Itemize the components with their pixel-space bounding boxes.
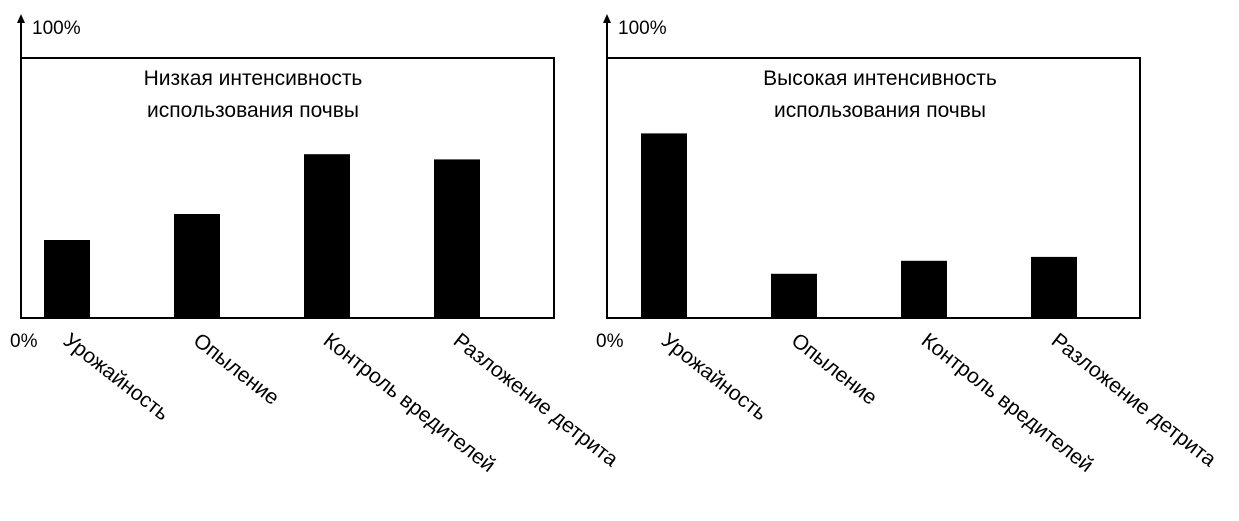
y-axis-arrow-icon [603,14,611,23]
y-top-label: 100% [618,18,667,39]
bar-4 [434,159,480,318]
y-top-label: 100% [32,18,81,39]
bar-4 [1031,256,1077,318]
category-label-1: Урожайность [59,329,174,426]
category-label-1: Урожайность [657,329,772,426]
y-bottom-label: 0% [596,331,624,352]
plot-frame [606,57,1141,319]
bar-1 [44,240,90,318]
chart-title-line-1: Низкая интенсивность [144,67,363,90]
bar-3 [901,260,947,318]
chart-title-line-2: использования почвы [774,99,986,122]
y-axis-arrow-icon [17,14,25,23]
category-label-2: Опыление [189,329,283,410]
chart-title-line-1: Высокая интенсивность [763,67,997,90]
chart-panel-1: 100% 0% Низкая интенсивность использования … [10,14,622,477]
y-bottom-label: 0% [10,331,38,352]
bar-1 [641,133,687,318]
bar-2 [771,273,817,318]
chart-title-line-2: использования почвы [147,99,359,122]
bar-3 [304,154,350,318]
category-label-2: Опыление [787,329,881,410]
chart-panel-2: 100% 0% Высокая интенсивность использования… [596,14,1220,477]
plot-frame [20,57,555,319]
bar-2 [174,214,220,318]
